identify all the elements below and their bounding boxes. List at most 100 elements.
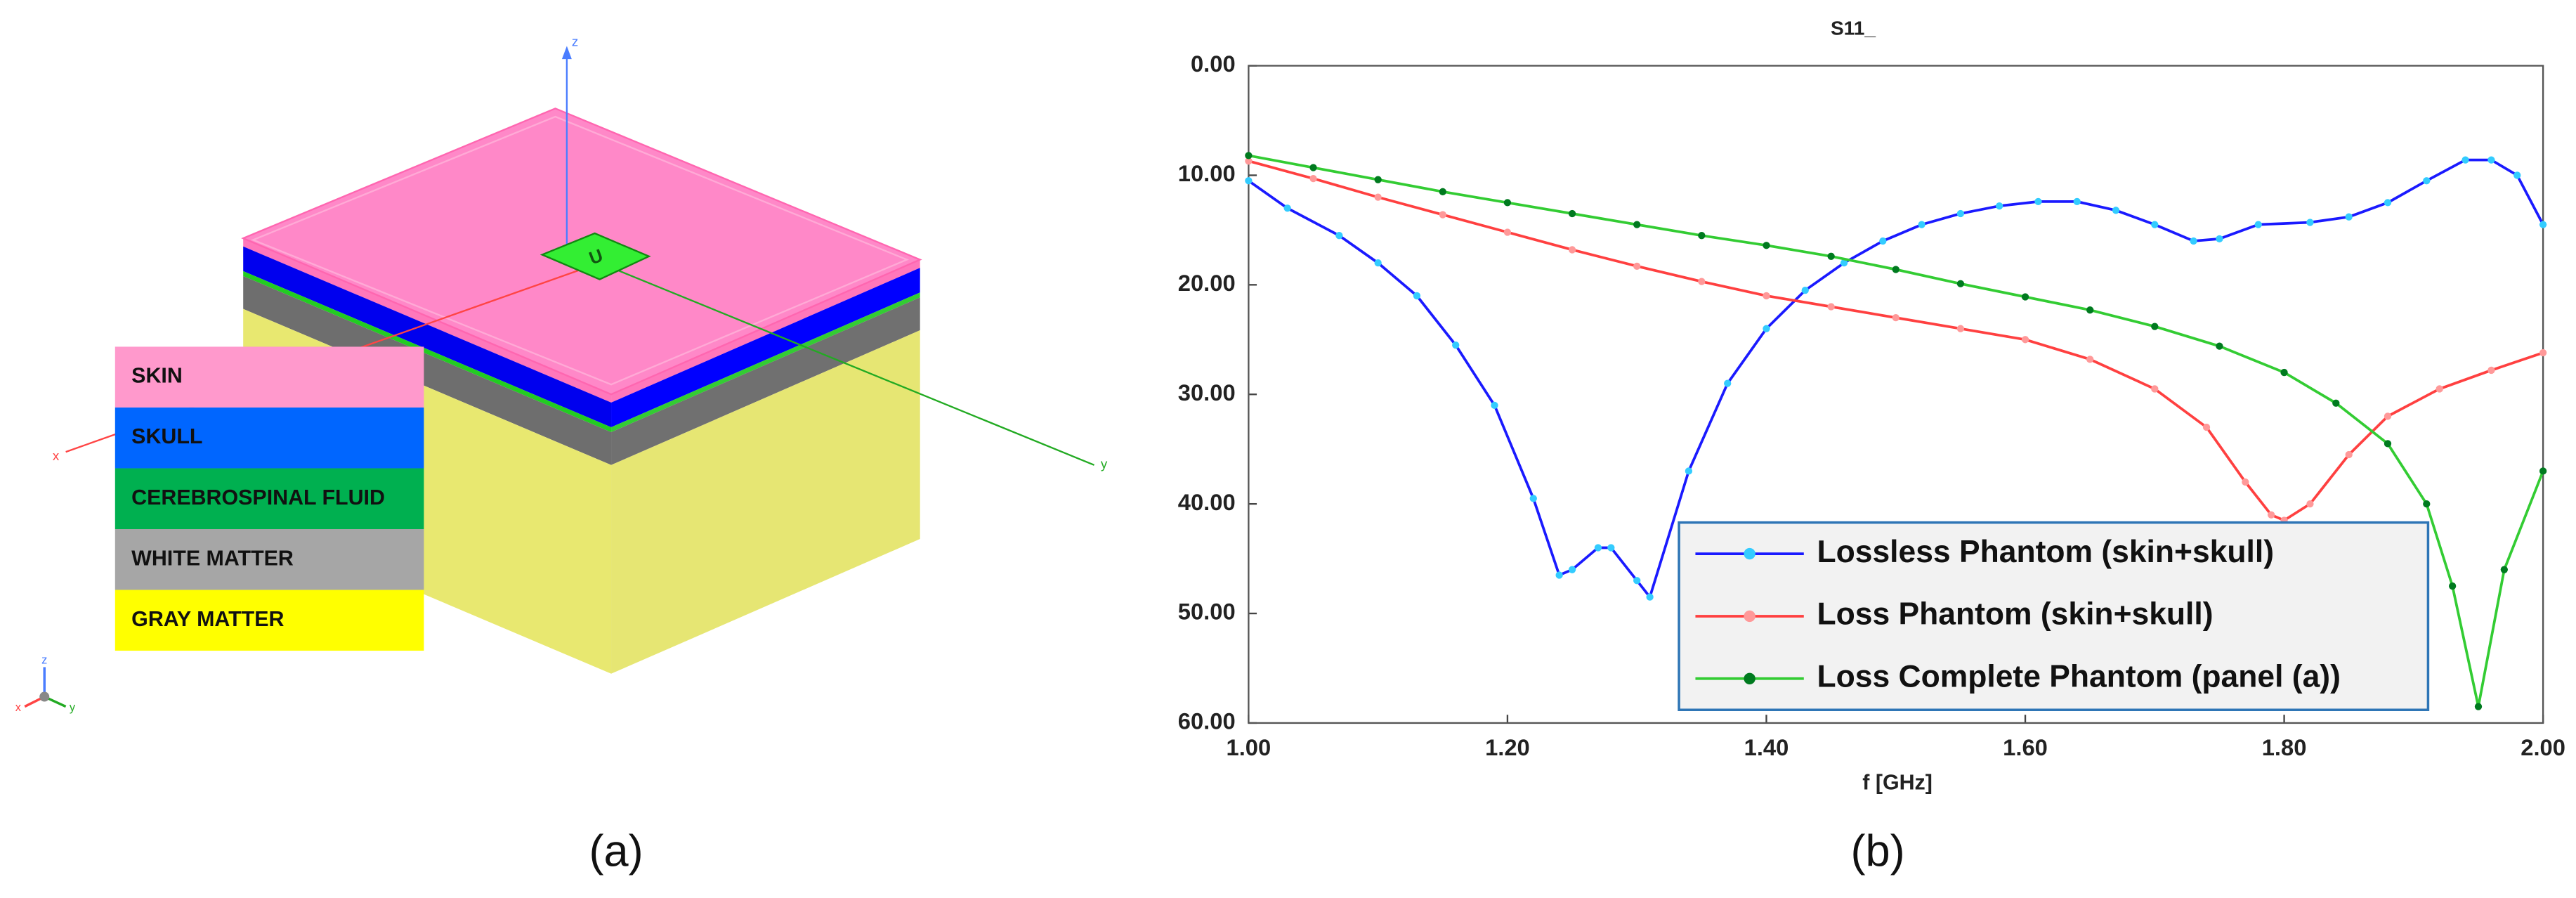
data-point: [1956, 209, 1965, 218]
data-point: [1452, 341, 1460, 349]
caption: (a): [589, 827, 643, 876]
layer-name: CEREBROSPINAL FLUID: [131, 486, 385, 509]
chart: S11_ f [GHz] (b) 0.00 10.00 20.00 30.00 40.0…: [1178, 17, 2565, 876]
top-edge: [251, 115, 910, 386]
data-point: [1956, 280, 1965, 287]
data-point: [2151, 221, 2159, 228]
data-point: [1439, 211, 1446, 219]
layer-swatch: [115, 529, 424, 590]
data-point: [2332, 399, 2340, 407]
series-line: [1248, 154, 2544, 707]
data-point: [1698, 278, 1706, 285]
head-model: U z x y z x y: [15, 34, 1108, 714]
x-tick-label: 1.20: [1485, 734, 1530, 760]
face: [243, 246, 612, 428]
data-point: [2086, 356, 2094, 363]
data-point: [2423, 500, 2431, 508]
face: [243, 271, 612, 433]
data-point: [1956, 325, 1965, 332]
triad-label: x: [15, 701, 21, 714]
patch: [540, 232, 651, 280]
x-tick-label: 1.00: [1227, 734, 1271, 760]
data-point: [1439, 188, 1446, 195]
face: [611, 330, 920, 674]
data-point: [2487, 366, 2495, 375]
data-point: [1892, 266, 1900, 273]
triad-label: y: [70, 701, 76, 714]
data-point: [2151, 385, 2159, 393]
data-point: [2202, 423, 2211, 431]
data-point: [1879, 237, 1887, 245]
axis-label: z: [572, 34, 578, 49]
y-tick-label: 0.00: [1191, 51, 1236, 77]
layer-swatch: [115, 590, 424, 651]
data-point: [2216, 342, 2223, 350]
data-point: [1763, 292, 1770, 300]
x-tick-label: 1.60: [2003, 734, 2048, 760]
y-tick-label: 20.00: [1178, 270, 1236, 296]
face: [611, 268, 920, 428]
face: [243, 238, 612, 403]
data-point: [1568, 246, 1576, 254]
data-point: [2268, 511, 2275, 519]
data-point: [1607, 544, 1615, 552]
data-point: [1568, 209, 1576, 218]
data-point: [1335, 232, 1343, 240]
layer-name: GRAY MATTER: [131, 607, 284, 631]
data-point: [2513, 171, 2521, 179]
layer-name: SKIN: [131, 364, 183, 388]
data-point: [1491, 401, 1498, 409]
layer-swatch: [115, 468, 424, 530]
data-point: [1918, 221, 1926, 228]
face: [611, 292, 920, 433]
data-point: [2539, 349, 2547, 357]
data-point: [2254, 221, 2262, 228]
layer-legend: SKIN SKULL CEREBROSPINAL FLUID WHITE MATTER…: [115, 346, 424, 651]
plot-frame: [1248, 65, 2544, 724]
data-point: [1374, 259, 1382, 267]
data-point: [2306, 219, 2314, 226]
y-tick-label: 60.00: [1178, 708, 1236, 734]
legend-label: Loss Complete Phantom (panel (a)): [1817, 660, 2341, 694]
data-point: [2151, 323, 2159, 330]
data-point: [1309, 164, 1317, 171]
data-point: [1568, 566, 1576, 573]
data-point: [1245, 177, 1253, 185]
data-point: [1555, 571, 1563, 579]
data-point: [1503, 228, 1512, 236]
data-point: [2112, 207, 2120, 214]
y-tick-label: 50.00: [1178, 599, 1236, 625]
data-point: [2384, 440, 2392, 448]
data-point: [2461, 156, 2469, 164]
y-tick-label: 10.00: [1178, 160, 1236, 186]
data-point: [2345, 213, 2353, 221]
data-point: [1633, 577, 1641, 585]
data-point: [1827, 303, 1835, 311]
data-point: [1245, 157, 1253, 165]
y-axis: [599, 262, 1094, 466]
data-point: [1685, 467, 1693, 475]
data-point: [1763, 325, 1770, 332]
data-point: [1724, 379, 1732, 387]
data-point: [2216, 235, 2223, 243]
data-point: [1892, 313, 1900, 322]
data-point: [2448, 582, 2457, 590]
data-point: [2280, 368, 2288, 377]
arrow: [561, 46, 572, 60]
data-point: [2034, 197, 2042, 206]
data-point: [1698, 232, 1706, 240]
caption: (b): [1850, 827, 1904, 876]
data-point: [1245, 152, 1253, 160]
data-point: [2423, 177, 2431, 185]
data-point: [1840, 259, 1848, 267]
data-point: [2306, 500, 2314, 508]
data-point: [1646, 593, 1654, 601]
face: [611, 297, 920, 465]
data-point: [2384, 199, 2392, 207]
layer-name: WHITE MATTER: [131, 546, 294, 570]
data-point: [1801, 286, 1809, 294]
x-tick-label: 1.40: [1744, 734, 1789, 760]
legend-marker: [1744, 547, 1756, 560]
